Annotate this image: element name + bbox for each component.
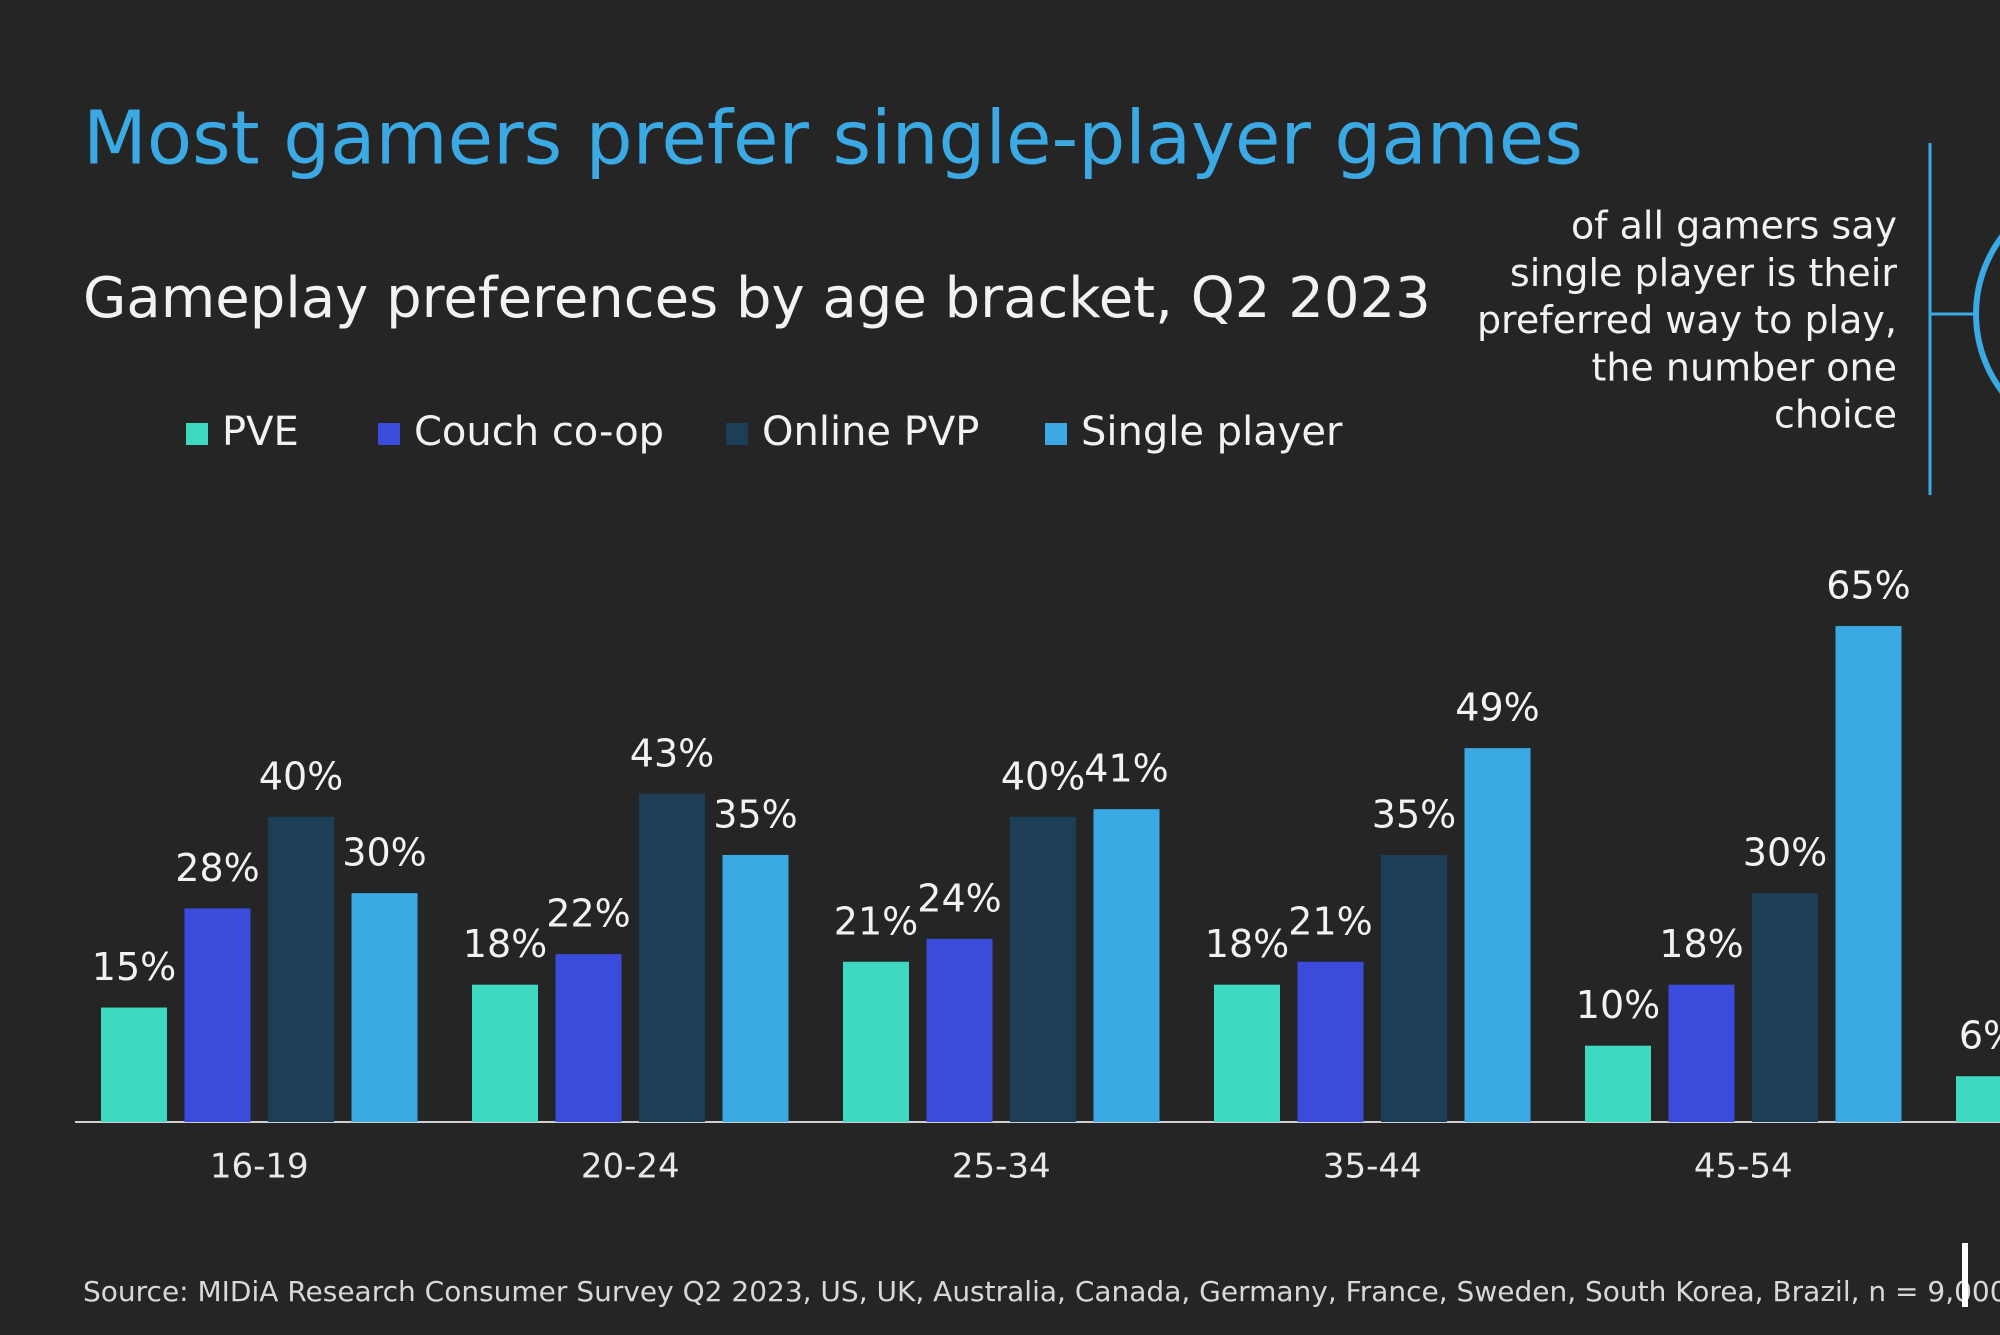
value-label: 65% <box>1826 564 1910 608</box>
x-tick-label: 35-44 <box>1323 1147 1422 1187</box>
legend-swatch <box>186 423 208 445</box>
bar <box>1585 1045 1651 1122</box>
value-label: 18% <box>463 922 547 966</box>
chart-subtitle: Gameplay preferences by age bracket, Q2 … <box>83 266 1431 331</box>
value-label: 30% <box>342 831 426 875</box>
value-label: 35% <box>1372 792 1456 836</box>
legend-swatch <box>1045 423 1067 445</box>
annotation-line: choice <box>1774 393 1897 437</box>
legend-label: Single player <box>1081 409 1343 455</box>
bar <box>843 961 909 1122</box>
value-label: 35% <box>713 792 797 836</box>
value-label: 22% <box>546 892 630 936</box>
value-label: 30% <box>1743 831 1827 875</box>
bar <box>722 854 789 1122</box>
bar <box>1835 626 1902 1122</box>
bar <box>1464 748 1531 1122</box>
legend-swatch <box>726 423 748 445</box>
bar <box>472 984 538 1122</box>
bar <box>351 893 418 1122</box>
bar <box>1752 893 1818 1122</box>
x-tick-label: 45-54 <box>1694 1147 1793 1187</box>
source-note: Source: MIDiA Research Consumer Survey Q… <box>83 1275 2000 1308</box>
value-label: 40% <box>259 754 343 798</box>
annotation-line: the number one <box>1591 345 1897 389</box>
value-label: 18% <box>1205 922 1289 966</box>
x-tick-label: 25-34 <box>952 1147 1051 1187</box>
value-label: 41% <box>1084 747 1168 791</box>
bar <box>1381 854 1447 1122</box>
bar <box>639 793 705 1122</box>
legend-label: Online PVP <box>762 409 979 455</box>
value-label: 6% <box>1959 1014 2000 1058</box>
bar <box>1297 961 1364 1122</box>
value-label: 49% <box>1455 686 1539 730</box>
bar <box>1010 816 1076 1122</box>
legend-label: PVE <box>222 409 299 455</box>
value-label: 24% <box>917 876 1001 920</box>
bar <box>1093 809 1160 1122</box>
legend-swatch <box>378 423 400 445</box>
bar <box>1214 984 1280 1122</box>
bar <box>1668 984 1735 1122</box>
value-label: 15% <box>92 945 176 989</box>
value-label: 21% <box>834 899 918 943</box>
bar <box>555 954 622 1122</box>
bar <box>268 816 334 1122</box>
x-tick-label: 20-24 <box>581 1147 680 1187</box>
x-tick-label: 16-19 <box>210 1147 309 1187</box>
annotation-circle <box>1973 234 2000 394</box>
logo-fragment <box>1962 1243 1968 1307</box>
value-label: 18% <box>1659 922 1743 966</box>
value-label: 21% <box>1288 899 1372 943</box>
value-label: 28% <box>175 846 259 890</box>
bar <box>101 1007 167 1122</box>
legend-label: Couch co-op <box>414 409 664 455</box>
bar <box>926 938 993 1122</box>
bar <box>1956 1076 2000 1122</box>
annotation-line: single player is their <box>1510 251 1897 295</box>
bar <box>184 908 251 1122</box>
value-label: 40% <box>1001 754 1085 798</box>
value-label: 43% <box>630 731 714 775</box>
value-label: 10% <box>1576 983 1660 1027</box>
chart-title: Most gamers prefer single-player games <box>83 96 1583 182</box>
annotation-line: of all gamers say <box>1571 204 1897 248</box>
annotation-line: preferred way to play, <box>1477 298 1897 342</box>
